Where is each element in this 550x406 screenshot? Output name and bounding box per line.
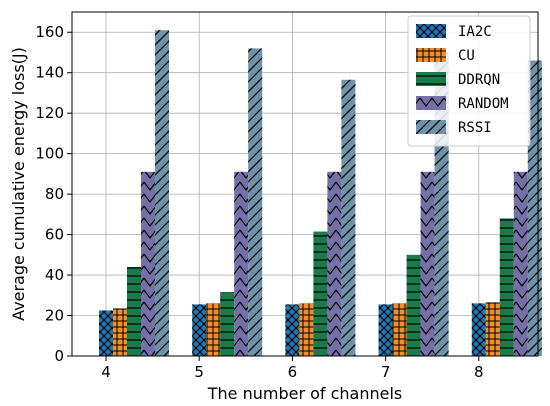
y-tick-label: 140 (35, 64, 64, 82)
bar-ddrqn-7 (406, 254, 421, 356)
legend-label: CU (458, 48, 475, 64)
x-tick-label: 8 (474, 363, 484, 381)
y-tick-label: 100 (35, 145, 64, 163)
axes-frame (71, 11, 539, 357)
legend-label: IA2C (458, 24, 492, 40)
bar-ia2c-6 (285, 304, 300, 356)
legend-item-ddrqn: DDRQN (416, 72, 500, 88)
y-axis-label: Average cumulative energy loss(J) (9, 47, 28, 321)
legend-swatch (416, 96, 446, 110)
y-tick-label: 60 (45, 226, 64, 244)
bar-random-6 (327, 171, 342, 356)
legend-swatch (416, 72, 446, 86)
bar-cu-6 (299, 303, 314, 356)
bar-ddrqn-5 (220, 292, 235, 356)
bar-ddrqn-8 (499, 218, 514, 356)
bar-ia2c-7 (378, 304, 393, 356)
x-tick-label: 7 (381, 363, 391, 381)
bar-random-7 (420, 171, 435, 356)
x-axis-ticks: 4 5 6 7 8 (101, 356, 484, 381)
bar-rssi-5 (248, 48, 263, 357)
legend-item-cu: CU (416, 48, 475, 64)
bar-cu-4 (113, 308, 127, 356)
bar-rssi-4 (155, 30, 169, 357)
legend-label: RANDOM (458, 96, 509, 112)
x-tick-label: 4 (101, 363, 111, 381)
y-tick-label: 40 (45, 266, 64, 284)
legend-swatch (416, 120, 446, 134)
bar-cu-8 (485, 302, 500, 356)
legend: IA2C CU DDRQN RANDOM RSSI (407, 15, 531, 147)
bar-cu-5 (206, 303, 221, 356)
y-axis-ticks: 0 20 40 60 80 100 120 140 160 (35, 23, 72, 365)
x-axis-label: The number of channels (207, 384, 403, 403)
bar-cu-7 (392, 303, 407, 356)
y-tick-label: 120 (35, 104, 64, 122)
bar-random-5 (234, 171, 249, 356)
legend-swatch (416, 24, 446, 38)
legend-label: DDRQN (458, 72, 500, 88)
grid-lines (72, 12, 538, 357)
x-tick-label: 5 (194, 363, 204, 381)
legend-item-random: RANDOM (416, 96, 509, 112)
bar-random-8 (513, 171, 528, 356)
y-tick-label: 20 (45, 307, 64, 325)
bar-ia2c-8 (471, 303, 486, 356)
bar-ia2c-4 (99, 310, 113, 356)
legend-label: RSSI (458, 120, 492, 136)
bar-rssi-6 (341, 79, 356, 356)
bar-ia2c-5 (192, 304, 207, 356)
bar-random-4 (141, 171, 155, 356)
legend-swatch (416, 48, 446, 62)
bar-ddrqn-6 (313, 231, 328, 356)
legend-item-rssi: RSSI (416, 120, 492, 136)
y-tick-label: 0 (54, 347, 64, 365)
legend-item-ia2c: IA2C (416, 24, 492, 40)
y-tick-label: 80 (45, 185, 64, 203)
bar-ddrqn-4 (127, 266, 141, 356)
y-tick-label: 160 (35, 23, 64, 41)
x-tick-label: 6 (288, 363, 298, 381)
